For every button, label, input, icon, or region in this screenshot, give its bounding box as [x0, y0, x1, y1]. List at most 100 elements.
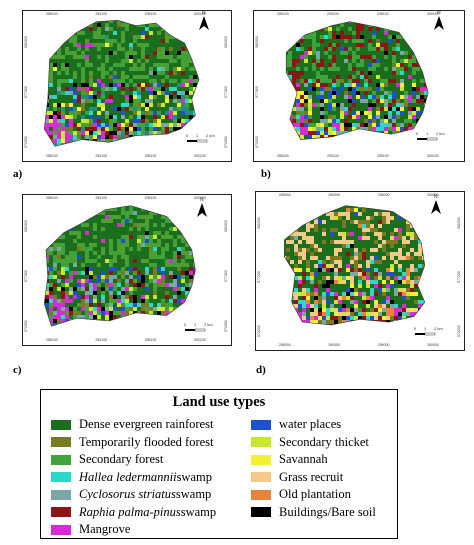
legend-item: Dense evergreen rainforest: [51, 416, 216, 434]
left-tick-label: 577300: [24, 86, 28, 98]
top-tick-label: 285100: [46, 12, 58, 16]
bottom-tick-label: 295000: [377, 343, 390, 347]
legend-swatch: [251, 454, 271, 465]
map-panel-b: [253, 10, 465, 162]
north-arrow-icon: N: [429, 194, 443, 216]
north-arrow-icon: N: [195, 197, 209, 219]
top-tick-label: 290100: [95, 12, 108, 16]
legend-label: Mangrove: [79, 522, 131, 537]
scale-label: 2 km: [204, 322, 213, 327]
right-tick-label: 577200: [457, 271, 461, 283]
right-tick-label: 572300: [224, 136, 228, 148]
scale-bar: 0 1 2 km: [185, 132, 215, 144]
legend-item: Temporarily flooded forest: [51, 434, 216, 452]
legend-swatch: [51, 437, 71, 448]
scale-label: 2 km: [434, 326, 443, 331]
top-tick-label: 300100: [194, 196, 206, 200]
land-use-map-c: [43, 205, 196, 327]
bottom-tick-label: 300100: [427, 154, 439, 158]
top-tick-label: 300100: [194, 12, 206, 16]
legend-item: Hallea ledermannii swamp: [51, 469, 216, 487]
legend-swatch: [51, 454, 71, 465]
left-tick-label: 582300: [24, 36, 28, 48]
scale-label: 1: [424, 326, 427, 331]
legend-title: Land use types: [172, 394, 266, 410]
top-tick-label: 285000: [279, 193, 291, 197]
panel-label-b: b): [261, 168, 271, 180]
legend-label: water places: [279, 417, 342, 432]
north-letter: N: [202, 10, 206, 16]
north-arrow-icon: N: [432, 10, 446, 32]
bottom-tick-label: 290100: [95, 338, 108, 342]
bottom-tick-label: 290100: [95, 154, 108, 158]
legend-label: Temporarily flooded forest: [79, 434, 214, 449]
legend-swatch: [251, 437, 271, 448]
bottom-tick-label: 295100: [377, 154, 389, 158]
legend-label: Secondary thicket: [279, 434, 369, 449]
scale-label: 0: [184, 322, 187, 327]
top-tick-label: 290100: [327, 12, 339, 16]
top-tick-label: 295000: [377, 193, 390, 197]
right-tick-label: 577300: [224, 86, 228, 98]
legend-swatch: [251, 507, 271, 518]
legend-item: Mangrove: [51, 521, 216, 539]
panel-label-d: d): [256, 364, 266, 376]
scale-label: 1: [196, 133, 199, 138]
scale-bar: 0 1 2 km: [415, 130, 445, 142]
legend-swatch: [51, 489, 71, 500]
north-letter: N: [200, 197, 204, 203]
scale-label: 2 km: [436, 131, 445, 136]
bottom-tick-label: 300100: [194, 154, 206, 158]
panel-label-a: a): [13, 168, 23, 180]
legend-label: swamp: [176, 469, 212, 484]
scale-label: 2 km: [206, 133, 215, 138]
land-use-map-d: [284, 205, 426, 326]
right-tick-label: 577300: [224, 270, 228, 282]
right-tick-label: 582300: [224, 36, 228, 48]
left-tick-label: 572300: [24, 320, 28, 332]
legend-item: Cyclosorus striatus swamp: [51, 486, 216, 504]
scale-label: 1: [426, 131, 429, 136]
land-use-map-b: [285, 21, 429, 140]
left-tick-label: 577300: [24, 270, 28, 282]
legend-label: Raphia palma-pinus: [79, 504, 181, 519]
north-letter: N: [437, 10, 441, 16]
left-tick-label: 572300: [255, 136, 259, 148]
legend-column-left: Dense evergreen rainforest Temporarily fl…: [51, 416, 216, 539]
right-tick-label: 582300: [224, 220, 228, 232]
legend-item: Secondary forest: [51, 451, 216, 469]
left-tick-label: 572300: [24, 136, 28, 148]
bottom-tick-label: 290000: [328, 343, 341, 347]
legend-label: Grass recruit: [279, 469, 344, 484]
legend-item: Secondary thicket: [251, 434, 376, 452]
north-letter: N: [434, 194, 438, 200]
scale-label: 1: [194, 322, 197, 327]
legend-item: Old plantation: [251, 486, 376, 504]
top-tick-label: 285100: [277, 12, 289, 16]
top-tick-label: 300100: [427, 12, 439, 16]
legend-label: swamp: [175, 487, 212, 502]
legend-label: Hallea ledermannii: [79, 469, 177, 484]
top-tick-label: 295100: [144, 12, 157, 16]
legend-swatch: [51, 524, 71, 535]
legend-label: Buildings/Bare soil: [279, 504, 376, 519]
scale-bar: 0 1 2 km: [413, 325, 443, 337]
legend-label: Cyclosorus striatus: [79, 487, 176, 502]
left-tick-label: 577200: [257, 271, 261, 283]
legend-label: swamp: [180, 504, 217, 519]
right-tick-label: 572200: [457, 325, 461, 337]
top-tick-label: 285100: [46, 196, 58, 200]
map-panel-d: [255, 191, 465, 351]
panel-label-c: c): [13, 364, 22, 376]
scale-label: 0: [414, 326, 417, 331]
top-tick-label: 300000: [427, 193, 439, 197]
legend-swatch: [51, 419, 71, 430]
right-tick-label: 582200: [457, 217, 461, 229]
legend-item: water places: [251, 416, 376, 434]
legend-item: Raphia palma-pinus swamp: [51, 504, 216, 522]
legend-item: Buildings/Bare soil: [251, 504, 376, 522]
legend-label: Old plantation: [279, 487, 351, 502]
legend-swatch: [251, 489, 271, 500]
bottom-tick-label: 290100: [327, 154, 339, 158]
left-tick-label: 582300: [24, 220, 28, 232]
